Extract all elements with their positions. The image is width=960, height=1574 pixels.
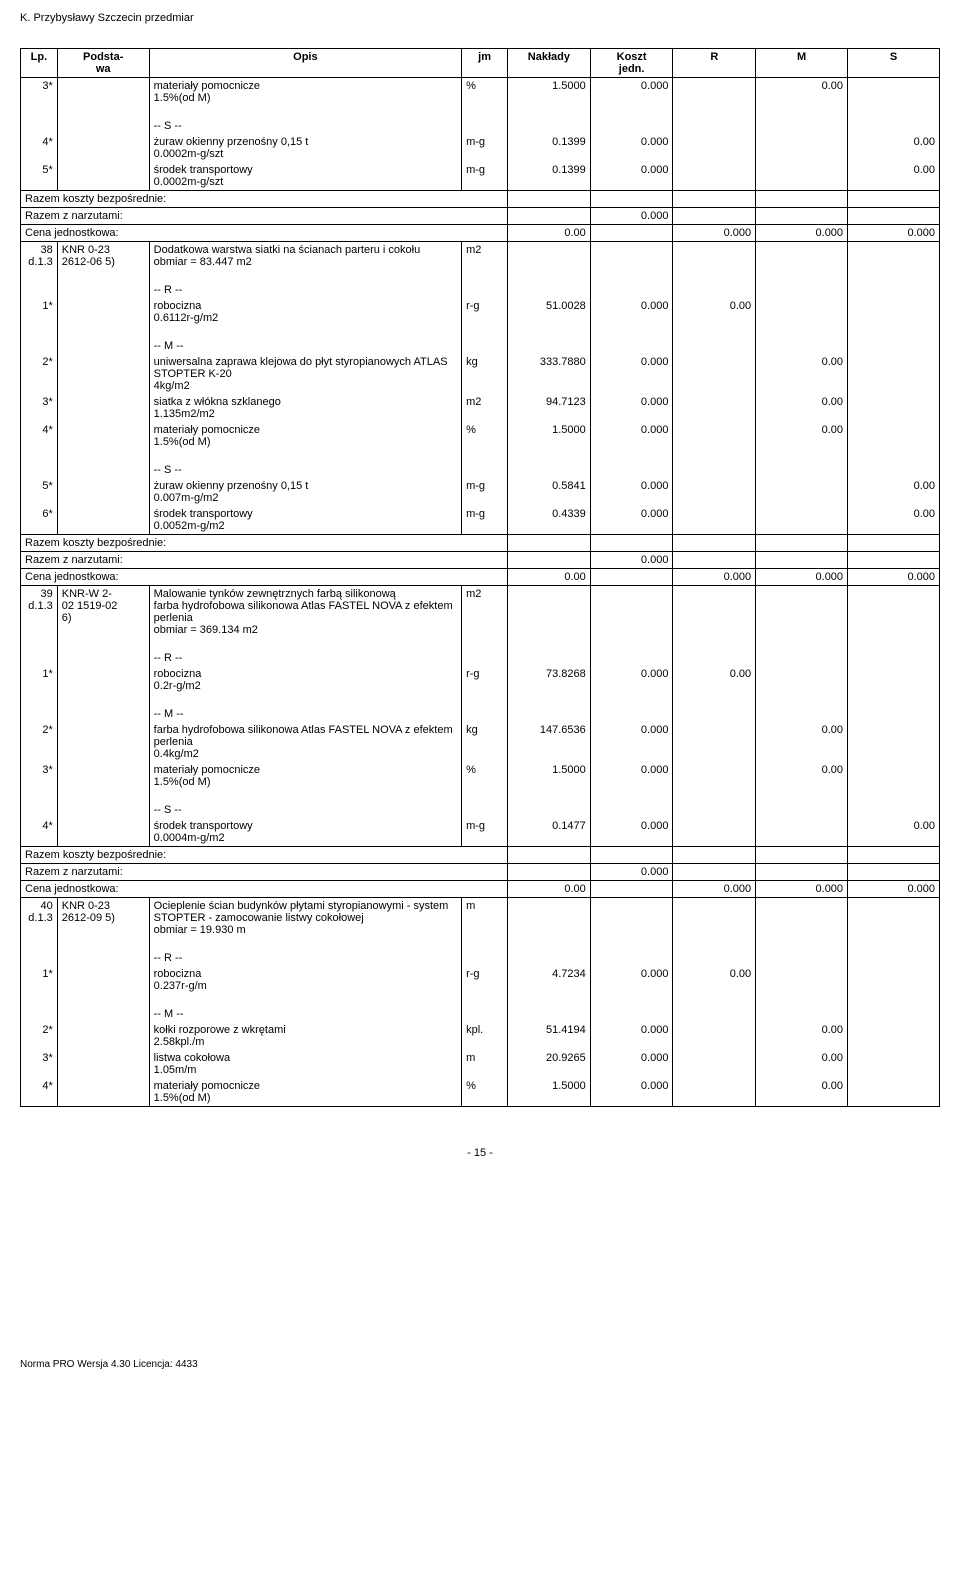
col-lp: Lp.	[21, 49, 58, 78]
col-nak: Nakłady	[508, 49, 591, 78]
table-row: 4*materiały pomocnicze 1.5%(od M)%1.5000…	[21, 422, 940, 450]
table-row: -- S --	[21, 462, 940, 478]
table-row	[21, 326, 940, 338]
table-row: 3*materiały pomocnicze 1.5%(od M)%1.5000…	[21, 762, 940, 790]
summary-row: Razem z narzutami:0.000	[21, 864, 940, 881]
table-row: 1*robocizna 0.237r-g/mr-g4.72340.0000.00	[21, 966, 940, 994]
table-row: -- M --	[21, 1006, 940, 1022]
col-r: R	[673, 49, 756, 78]
summary-label: Cena jednostkowa:	[21, 569, 508, 586]
col-s: S	[848, 49, 940, 78]
item-header-row: 39 d.1.3KNR-W 2- 02 1519-02 6)Malowanie …	[21, 586, 940, 639]
summary-label: Razem koszty bezpośrednie:	[21, 847, 508, 864]
summary-row: Razem koszty bezpośrednie:	[21, 847, 940, 864]
table-row: -- M --	[21, 338, 940, 354]
summary-label: Razem z narzutami:	[21, 552, 508, 569]
summary-label: Razem koszty bezpośrednie:	[21, 535, 508, 552]
table-row	[21, 450, 940, 462]
footer-note: Norma PRO Wersja 4.30 Licencja: 4433	[20, 1359, 940, 1370]
summary-label: Razem z narzutami:	[21, 864, 508, 881]
col-jm: jm	[462, 49, 508, 78]
table-row: -- R --	[21, 950, 940, 966]
table-body: 3*materiały pomocnicze 1.5%(od M)%1.5000…	[21, 78, 940, 1107]
table-row	[21, 694, 940, 706]
table-row: 2*farba hydrofobowa silikonowa Atlas FAS…	[21, 722, 940, 762]
summary-row: Razem koszty bezpośrednie:	[21, 191, 940, 208]
col-desc: Opis	[149, 49, 461, 78]
table-row	[21, 638, 940, 650]
page-number: - 15 -	[20, 1147, 940, 1159]
estimate-table: Lp. Podsta- wa Opis jm Nakłady Koszt jed…	[20, 48, 940, 1107]
col-koszt: Koszt jedn.	[590, 49, 673, 78]
table-row	[21, 106, 940, 118]
summary-row: Cena jednostkowa:0.000.0000.0000.000	[21, 569, 940, 586]
summary-row: Razem z narzutami:0.000	[21, 552, 940, 569]
table-row: 2*kołki rozporowe z wkrętami 2.58kpl./mk…	[21, 1022, 940, 1050]
summary-label: Cena jednostkowa:	[21, 225, 508, 242]
col-m: M	[756, 49, 848, 78]
table-row: 6*środek transportowy 0.0052m-g/m2m-g0.4…	[21, 506, 940, 535]
table-row: 3*siatka z włókna szklanego 1.135m2/m2m2…	[21, 394, 940, 422]
table-row: 5*środek transportowy 0.0002m-g/sztm-g0.…	[21, 162, 940, 191]
summary-label: Cena jednostkowa:	[21, 881, 508, 898]
table-row: 3*materiały pomocnicze 1.5%(od M)%1.5000…	[21, 78, 940, 107]
table-row: 1*robocizna 0.2r-g/m2r-g73.82680.0000.00	[21, 666, 940, 694]
summary-label: Razem koszty bezpośrednie:	[21, 191, 508, 208]
doc-header: K. Przybysławy Szczecin przedmiar	[20, 12, 940, 24]
table-row: -- R --	[21, 282, 940, 298]
table-row: -- R --	[21, 650, 940, 666]
table-row	[21, 994, 940, 1006]
table-row: 4*środek transportowy 0.0004m-g/m2m-g0.1…	[21, 818, 940, 847]
summary-row: Razem koszty bezpośrednie:	[21, 535, 940, 552]
table-row	[21, 270, 940, 282]
table-row: -- S --	[21, 802, 940, 818]
table-row	[21, 938, 940, 950]
summary-row: Cena jednostkowa:0.000.0000.0000.000	[21, 225, 940, 242]
table-row: 3*listwa cokołowa 1.05m/mm20.92650.0000.…	[21, 1050, 940, 1078]
table-row: 4*żuraw okienny przenośny 0,15 t 0.0002m…	[21, 134, 940, 162]
table-row: 2*uniwersalna zaprawa klejowa do płyt st…	[21, 354, 940, 394]
item-header-row: 38 d.1.3KNR 0-23 2612-06 5)Dodatkowa war…	[21, 242, 940, 271]
table-row: 4*materiały pomocnicze 1.5%(od M)%1.5000…	[21, 1078, 940, 1107]
table-header-row: Lp. Podsta- wa Opis jm Nakłady Koszt jed…	[21, 49, 940, 78]
item-header-row: 40 d.1.3KNR 0-23 2612-09 5)Ocieplenie śc…	[21, 898, 940, 939]
summary-row: Cena jednostkowa:0.000.0000.0000.000	[21, 881, 940, 898]
summary-row: Razem z narzutami:0.000	[21, 208, 940, 225]
col-base: Podsta- wa	[57, 49, 149, 78]
table-row	[21, 790, 940, 802]
summary-label: Razem z narzutami:	[21, 208, 508, 225]
table-row: 1*robocizna 0.6112r-g/m2r-g51.00280.0000…	[21, 298, 940, 326]
table-row: -- M --	[21, 706, 940, 722]
table-row: 5*żuraw okienny przenośny 0,15 t 0.007m-…	[21, 478, 940, 506]
table-row: -- S --	[21, 118, 940, 134]
